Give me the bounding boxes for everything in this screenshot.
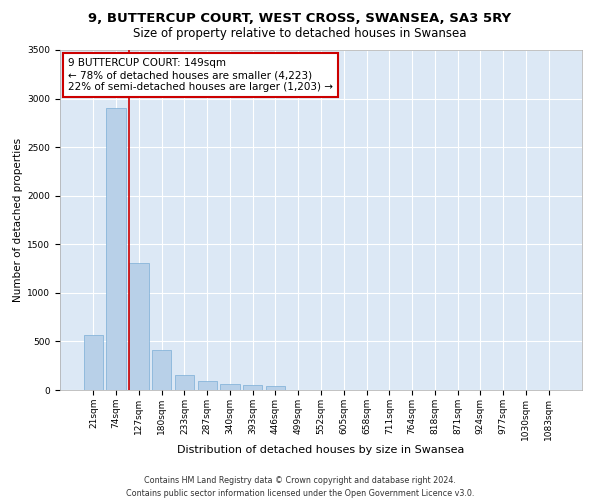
X-axis label: Distribution of detached houses by size in Swansea: Distribution of detached houses by size …: [178, 446, 464, 456]
Bar: [84, 334, 103, 390]
Bar: [220, 384, 239, 390]
Text: Contains HM Land Registry data © Crown copyright and database right 2024.: Contains HM Land Registry data © Crown c…: [144, 476, 456, 485]
Bar: [129, 262, 149, 390]
Bar: [106, 108, 126, 390]
Text: 9, BUTTERCUP COURT, WEST CROSS, SWANSEA, SA3 5RY: 9, BUTTERCUP COURT, WEST CROSS, SWANSEA,…: [88, 12, 512, 26]
Bar: [243, 384, 262, 390]
Bar: [197, 382, 217, 390]
Y-axis label: Number of detached properties: Number of detached properties: [13, 138, 23, 302]
Bar: [152, 350, 172, 390]
Text: 9 BUTTERCUP COURT: 149sqm
← 78% of detached houses are smaller (4,223)
22% of se: 9 BUTTERCUP COURT: 149sqm ← 78% of detac…: [68, 58, 333, 92]
Bar: [266, 386, 285, 390]
Text: Contains public sector information licensed under the Open Government Licence v3: Contains public sector information licen…: [126, 489, 474, 498]
Text: Size of property relative to detached houses in Swansea: Size of property relative to detached ho…: [133, 28, 467, 40]
Bar: [175, 375, 194, 390]
